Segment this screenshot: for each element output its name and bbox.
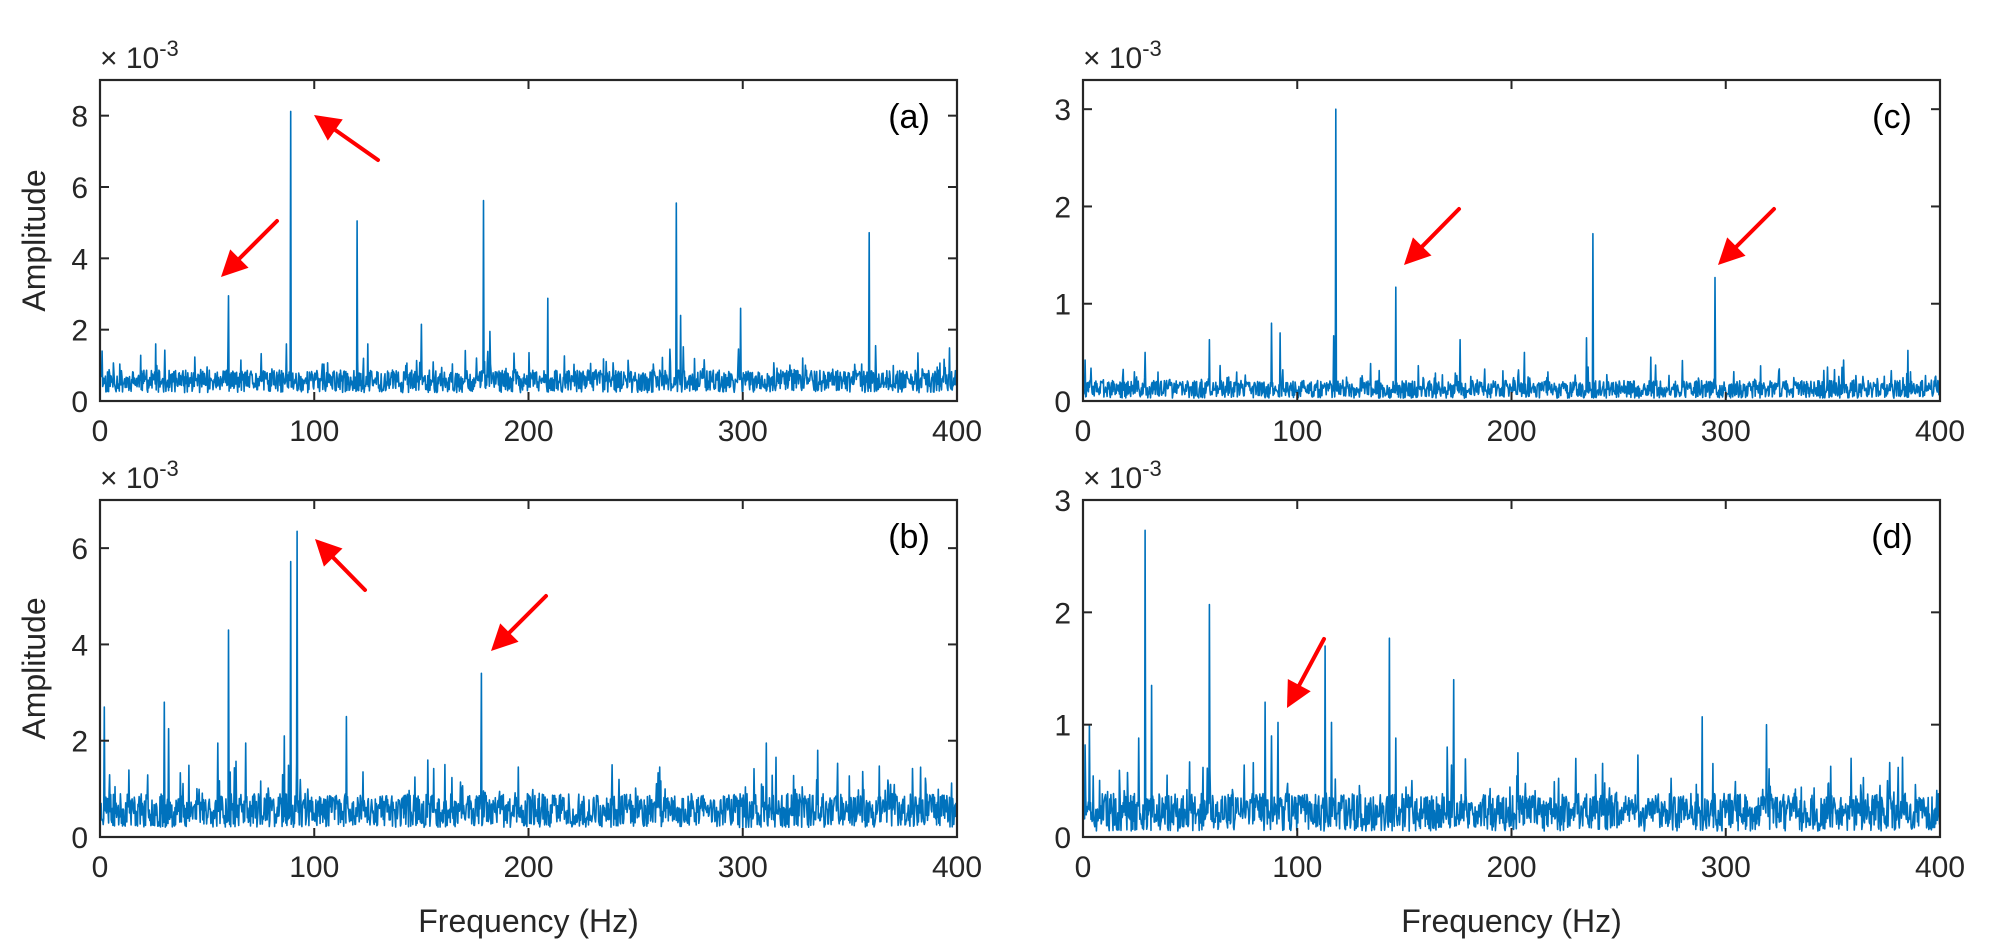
- y-tick-label: 2: [71, 315, 88, 348]
- x-tick-label: 300: [1701, 415, 1751, 448]
- x-tick-label: 100: [289, 851, 339, 884]
- arrow-shaft: [237, 219, 279, 261]
- panel-label: (c): [1872, 98, 1912, 136]
- x-tick-label: 200: [503, 415, 553, 448]
- x-tick-label: 400: [1915, 415, 1965, 448]
- panel-label: (d): [1871, 518, 1913, 556]
- panel-b: 0 100 200 300 400 0 2 4 6 × 10-3 (b) Amplitude Frequ…: [16, 456, 982, 939]
- axes-box: [1081, 498, 1942, 839]
- spectrum-line: [1082, 529, 1941, 832]
- y-tick-label: 2: [71, 726, 88, 759]
- arrow-annotation: [1287, 637, 1326, 708]
- arrow-annotation: [1718, 207, 1776, 265]
- spectrum-line: [99, 110, 958, 394]
- y-tick-label: 6: [71, 533, 88, 566]
- y-tick-label: 3: [1054, 485, 1071, 518]
- y-tick-label: 3: [1054, 94, 1071, 127]
- arrow-head-icon: [314, 115, 343, 141]
- y-axis-label: Amplitude: [16, 597, 52, 739]
- arrow-annotation: [221, 219, 279, 277]
- x-tick-label: 200: [1486, 851, 1536, 884]
- y-tick-label: 0: [71, 386, 88, 419]
- panel-c: 0 100 200 300 400 0 1 2 3 × 10-3 (c): [1054, 36, 1965, 448]
- x-tick-label: 400: [932, 415, 982, 448]
- arrow-head-icon: [1287, 678, 1311, 708]
- y-exponent-label: × 10-3: [100, 36, 179, 75]
- x-tick-label: 200: [1486, 415, 1536, 448]
- panel-label: (b): [888, 518, 930, 556]
- y-tick-label: 0: [1054, 822, 1071, 855]
- spectrum-line: [99, 530, 958, 829]
- arrow-annotation: [315, 539, 367, 592]
- y-tick-label: 1: [1054, 289, 1071, 322]
- panel-d: 0 100 200 300 400 0 1 2 3 × 10-3 (d) Frequency (Hz): [1054, 456, 1965, 939]
- arrow-shaft: [507, 594, 548, 635]
- x-tick-label: 400: [932, 851, 982, 884]
- axes-box: [1081, 78, 1942, 403]
- y-tick-label: 0: [71, 822, 88, 855]
- panel-label: (a): [888, 98, 930, 136]
- x-tick-label: 200: [503, 851, 553, 884]
- arrow-head-icon: [315, 539, 343, 567]
- arrow-annotation: [491, 594, 548, 651]
- spectrum-line: [1082, 108, 1941, 399]
- x-tick-label: 300: [1701, 851, 1751, 884]
- arrow-head-icon: [491, 623, 519, 651]
- y-tick-label: 1: [1054, 710, 1071, 743]
- x-tick-label: 100: [289, 415, 339, 448]
- arrow-shaft: [1734, 207, 1776, 249]
- x-tick-label: 400: [1915, 851, 1965, 884]
- x-tick-label: 0: [92, 851, 109, 884]
- arrow-head-icon: [1718, 237, 1746, 265]
- x-tick-label: 0: [92, 415, 109, 448]
- arrow-head-icon: [1404, 237, 1432, 265]
- arrow-shaft: [1297, 637, 1326, 688]
- x-tick-label: 300: [718, 415, 768, 448]
- y-axis-label: Amplitude: [16, 169, 52, 311]
- y-tick-label: 6: [71, 172, 88, 205]
- x-tick-label: 100: [1272, 851, 1322, 884]
- y-tick-label: 2: [1054, 191, 1071, 224]
- y-tick-label: 0: [1054, 386, 1071, 419]
- arrow-shaft: [1420, 207, 1461, 249]
- x-tick-label: 300: [718, 851, 768, 884]
- x-tick-label: 0: [1075, 415, 1092, 448]
- y-exponent-label: × 10-3: [1083, 456, 1162, 495]
- arrow-shaft: [331, 555, 367, 592]
- x-tick-label: 0: [1075, 851, 1092, 884]
- arrow-annotation: [314, 115, 380, 162]
- arrow-head-icon: [221, 249, 249, 277]
- y-exponent-label: × 10-3: [100, 456, 179, 495]
- panel-a: 0 100 200 300 400 0 2 4 6 8 × 10-3 (a) Amplitude: [16, 36, 982, 448]
- x-tick-label: 100: [1272, 415, 1322, 448]
- y-tick-label: 4: [71, 629, 88, 662]
- y-tick-label: 4: [71, 243, 88, 276]
- y-tick-label: 8: [71, 101, 88, 134]
- arrow-annotation: [1404, 207, 1461, 265]
- x-axis-label: Frequency (Hz): [418, 903, 639, 939]
- y-tick-label: 2: [1054, 597, 1071, 630]
- x-axis-label: Frequency (Hz): [1401, 903, 1622, 939]
- y-exponent-label: × 10-3: [1083, 36, 1162, 75]
- arrow-shaft: [333, 127, 380, 162]
